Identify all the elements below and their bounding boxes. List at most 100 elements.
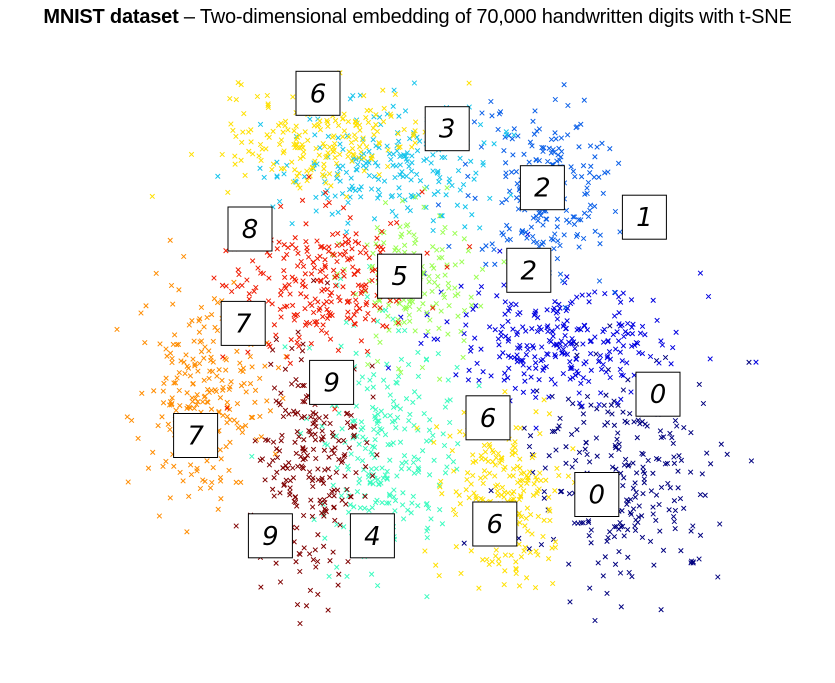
point-digit-6 <box>439 491 445 497</box>
point-digit-9 <box>310 483 316 490</box>
point-digit-0 <box>621 475 627 481</box>
point-digit-8 <box>282 283 288 289</box>
point-digit-7 <box>206 375 212 382</box>
point-digit-1 <box>581 361 587 367</box>
point-digit-5 <box>445 331 451 337</box>
point-digit-7 <box>218 496 224 502</box>
point-digit-2 <box>572 173 578 180</box>
point-digit-7 <box>224 399 230 406</box>
point-digit-8 <box>362 287 369 294</box>
point-digit-3 <box>436 179 442 185</box>
point-digit-9 <box>274 454 281 461</box>
point-digit-4 <box>423 357 430 363</box>
point-digit-0 <box>671 454 677 460</box>
digit-image-3: 3 <box>424 106 470 152</box>
point-digit-8 <box>326 248 332 254</box>
point-digit-3 <box>347 96 354 102</box>
point-digit-2 <box>515 133 521 139</box>
point-digit-6 <box>410 131 417 137</box>
point-digit-6 <box>304 168 310 174</box>
point-digit-1 <box>552 381 558 387</box>
point-digit-7 <box>267 408 274 414</box>
point-digit-9 <box>309 504 316 510</box>
point-digit-6 <box>524 480 530 486</box>
point-digit-9 <box>302 447 308 453</box>
point-digit-3 <box>409 153 415 159</box>
point-digit-0 <box>580 520 586 526</box>
point-digit-8 <box>292 276 298 282</box>
point-digit-2 <box>571 221 578 227</box>
point-digit-0 <box>588 540 594 546</box>
point-digit-6 <box>546 494 552 500</box>
point-digit-6 <box>266 134 272 140</box>
point-digit-1 <box>625 331 631 337</box>
point-digit-0 <box>625 377 631 383</box>
point-digit-7 <box>169 355 175 362</box>
point-digit-0 <box>665 480 671 487</box>
point-digit-6 <box>395 144 402 151</box>
digit-image-7: 7 <box>220 300 266 346</box>
point-digit-5 <box>461 307 468 314</box>
point-digit-2 <box>615 160 622 166</box>
point-digit-5 <box>442 224 448 231</box>
point-digit-0 <box>619 523 626 529</box>
point-digit-7 <box>114 326 120 333</box>
point-digit-4 <box>367 480 373 486</box>
point-digit-9 <box>309 513 316 520</box>
point-digit-9 <box>310 277 317 284</box>
point-digit-6 <box>522 544 528 551</box>
point-digit-1 <box>466 367 472 373</box>
point-digit-2 <box>566 219 572 226</box>
point-digit-8 <box>282 274 288 281</box>
point-digit-8 <box>340 205 347 211</box>
point-digit-7 <box>208 406 215 412</box>
point-digit-4 <box>385 441 391 448</box>
point-digit-3 <box>371 216 378 222</box>
point-digit-2 <box>521 151 527 157</box>
point-digit-1 <box>514 356 520 362</box>
point-digit-8 <box>328 299 334 305</box>
point-digit-6 <box>540 533 546 540</box>
point-digit-8 <box>287 291 293 297</box>
point-digit-3 <box>274 159 280 165</box>
point-digit-9 <box>324 280 331 286</box>
point-digit-8 <box>296 343 302 350</box>
point-digit-6 <box>300 153 306 160</box>
point-digit-9 <box>294 525 300 531</box>
point-digit-1 <box>576 390 582 396</box>
point-digit-0 <box>640 464 646 470</box>
point-digit-6 <box>256 153 262 159</box>
point-digit-6 <box>350 151 356 157</box>
point-digit-7 <box>163 375 169 381</box>
point-digit-9 <box>340 437 347 444</box>
point-digit-1 <box>545 323 551 329</box>
point-digit-7 <box>184 529 190 535</box>
point-digit-0 <box>621 462 628 468</box>
point-digit-6 <box>345 153 351 160</box>
point-digit-4 <box>344 573 350 580</box>
point-digit-6 <box>468 481 474 487</box>
point-digit-4 <box>353 350 359 356</box>
point-digit-0 <box>593 435 600 441</box>
point-digit-6 <box>304 177 310 184</box>
point-digit-1 <box>654 317 660 324</box>
point-digit-7 <box>139 390 145 396</box>
point-digit-9 <box>325 466 331 472</box>
point-digit-6 <box>240 129 246 135</box>
point-digit-9 <box>319 428 325 434</box>
point-digit-0 <box>609 411 615 417</box>
point-digit-2 <box>557 271 564 277</box>
point-digit-6 <box>368 156 374 162</box>
point-digit-6 <box>280 129 286 135</box>
point-digit-1 <box>556 301 562 307</box>
point-digit-4 <box>351 504 357 510</box>
point-digit-1 <box>615 338 622 344</box>
point-digit-6 <box>477 475 484 481</box>
point-digit-5 <box>473 274 479 280</box>
digit-image-4: 4 <box>349 513 395 559</box>
point-digit-8 <box>267 252 273 259</box>
point-digit-0 <box>672 525 678 532</box>
point-digit-6 <box>294 142 300 148</box>
point-digit-3 <box>355 161 361 168</box>
point-digit-0 <box>641 480 647 486</box>
